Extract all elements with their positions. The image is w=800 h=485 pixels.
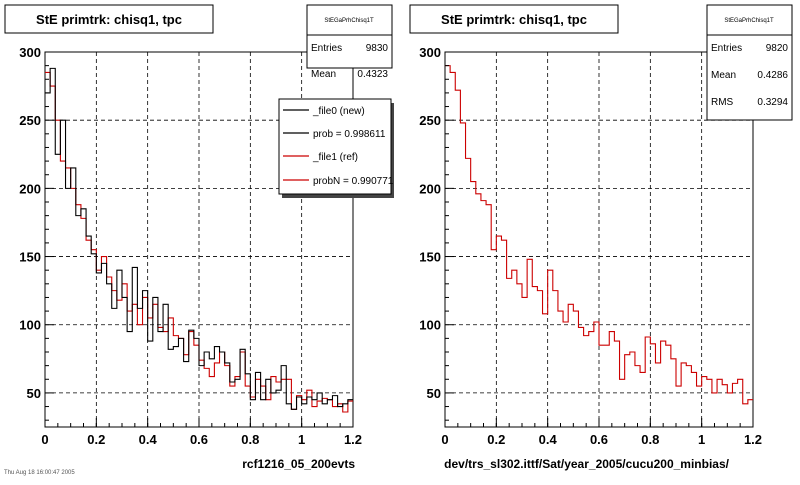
x-tick-label: 0.2 <box>487 432 505 447</box>
x-tick-label: 0.4 <box>539 432 558 447</box>
legend-label-ref: _file1 (ref) <box>312 152 358 163</box>
stats-mean-label-left: Mean <box>311 69 336 80</box>
stats-mean-left: 0.4323 <box>357 69 388 80</box>
stats-mean-label-right: Mean <box>711 70 736 81</box>
stats-rms-label-right: RMS <box>711 97 734 108</box>
y-tick-label: 250 <box>19 113 41 128</box>
left-panel: 0 0.2 0.4 0.6 0.8 1 1.2 50 100 150 200 250 300 StE p… <box>4 4 394 471</box>
histogram-file0-new <box>45 67 353 410</box>
stats-entries-left: 9830 <box>366 43 389 54</box>
x-tick-label: 1.2 <box>744 432 762 447</box>
x-tick-label: 0 <box>441 432 448 447</box>
axes-right: 0 0.2 0.4 0.6 0.8 1 1.2 50 100 150 200 250 300 <box>419 45 762 447</box>
legend-label-new: _file0 (new) <box>312 106 365 117</box>
y-tick-label: 250 <box>419 113 441 128</box>
right-panel: 0 0.2 0.4 0.6 0.8 1 1.2 50 100 150 200 250 300 StE p… <box>409 4 793 471</box>
y-tick-label: 300 <box>19 45 41 60</box>
stats-mean-right: 0.4286 <box>757 70 788 81</box>
histogram-series <box>445 65 753 405</box>
x-tick-label: 0.4 <box>139 432 158 447</box>
title-box-right: StE primtrk: chisq1, tpc <box>409 4 619 34</box>
x-tick-label: 1 <box>298 432 305 447</box>
y-tick-label: 150 <box>19 250 41 265</box>
axes-left: 0 0.2 0.4 0.6 0.8 1 1.2 50 100 150 200 250 300 <box>19 45 362 447</box>
hist-left <box>45 67 353 413</box>
x-tick-label: 1 <box>698 432 705 447</box>
y-tick-label: 150 <box>419 250 441 265</box>
legend-label-prob: prob = 0.998611 <box>313 129 386 140</box>
x-axis-title-left: rcf1216_05_200evts <box>242 457 355 471</box>
stats-name-left: StEGaPrhChisq1T <box>324 18 374 24</box>
title-box-left: StE primtrk: chisq1, tpc <box>4 4 214 34</box>
legend-label-probn: probN = 0.990771 <box>313 176 394 187</box>
stats-rms-right: 0.3294 <box>757 97 788 108</box>
legend-left: _file0 (new) prob = 0.998611 _file1 (ref… <box>278 98 394 198</box>
footer-timestamp: Thu Aug 18 16:00:47 2005 <box>4 470 75 476</box>
stats-entries-label-right: Entries <box>711 43 742 54</box>
y-tick-label: 50 <box>27 386 41 401</box>
y-tick-label: 50 <box>427 386 441 401</box>
x-tick-label: 0.6 <box>190 432 208 447</box>
hist-right <box>445 65 753 405</box>
x-tick-label: 0.6 <box>590 432 608 447</box>
stats-box-right: StEGaPrhChisq1T Entries 9820 Mean 0.4286… <box>706 4 793 121</box>
x-tick-label: 0.8 <box>641 432 659 447</box>
y-tick-label: 100 <box>419 318 441 333</box>
x-tick-label: 0.8 <box>241 432 259 447</box>
chart-title-left: StE primtrk: chisq1, tpc <box>36 12 182 27</box>
chart-title-right: StE primtrk: chisq1, tpc <box>441 12 587 27</box>
x-tick-label: 0 <box>41 432 48 447</box>
stats-name-right: StEGaPrhChisq1T <box>724 18 774 24</box>
x-tick-label: 0.2 <box>87 432 105 447</box>
y-tick-label: 200 <box>19 181 41 196</box>
x-tick-label: 1.2 <box>344 432 362 447</box>
y-tick-label: 300 <box>419 45 441 60</box>
x-axis-title-right: dev/trs_sl302.ittf/Sat/year_2005/cucu200… <box>444 457 729 471</box>
stats-box-left: StEGaPrhChisq1T Entries 9830 Mean 0.4323 <box>306 4 393 80</box>
stats-entries-right: 9820 <box>766 43 789 54</box>
stats-entries-label-left: Entries <box>311 43 342 54</box>
y-tick-label: 200 <box>419 181 441 196</box>
y-tick-label: 100 <box>19 318 41 333</box>
